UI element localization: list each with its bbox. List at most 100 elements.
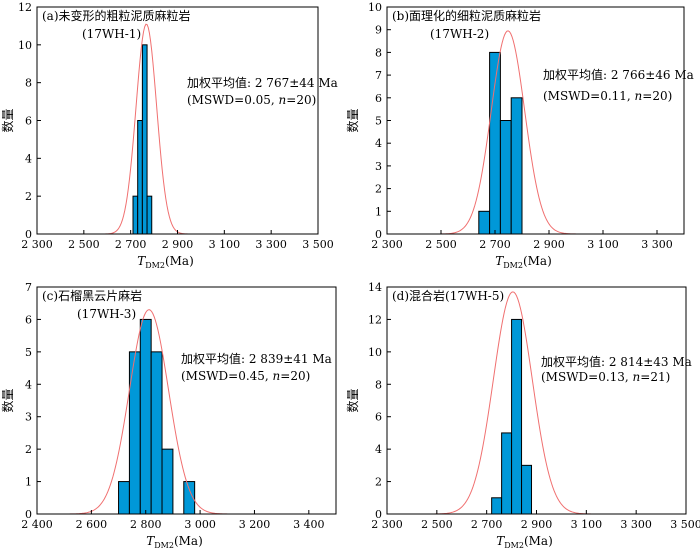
y-tick-label: 8 [375, 378, 382, 391]
panel-b: 0 1 2 3 4 5 6 7 8 9 10 2 300 2 500 2 700 2 900 3 100 3 3… [345, 1, 694, 270]
x-tick-label: 2 700 [471, 518, 503, 531]
x-tick-label: 2 500 [68, 238, 100, 251]
x-tick-label: 2 300 [371, 238, 403, 251]
x-tick-label: 3 300 [620, 518, 652, 531]
y-axis-label: 数量 [345, 388, 360, 412]
panel-title: (a)未变形的粗粒泥质麻粒岩 [42, 8, 191, 23]
x-axis-label: TDM2(Ma) [146, 534, 203, 550]
y-tick-label: 8 [25, 77, 32, 90]
y-tick-label: 3 [25, 411, 32, 424]
y-tick-label: 10 [368, 346, 382, 359]
histogram-bar [150, 351, 163, 515]
weighted-mean-label: 加权平均值: 2 839±41 Ma [181, 351, 332, 366]
weighted-mean-label: 加权平均值: 2 766±46 Ma [543, 67, 694, 82]
histogram-bar [511, 318, 523, 515]
x-tick-label: 2 600 [76, 518, 108, 531]
x-tick-label: 2 300 [371, 518, 403, 531]
x-tick-label: 3 100 [571, 518, 603, 531]
histogram-bar [491, 497, 503, 515]
y-tick-label: 6 [25, 115, 32, 128]
x-tick-label: 3 500 [670, 518, 700, 531]
y-tick-label: 4 [375, 137, 382, 150]
histogram-bar [478, 210, 491, 235]
y-tick-label: 1 [375, 205, 382, 218]
y-tick-label: 12 [368, 313, 382, 326]
y-tick-label: 2 [375, 476, 382, 489]
y-tick-label: 5 [375, 115, 382, 128]
histogram-bar [118, 481, 130, 515]
y-tick-label: 1 [25, 476, 32, 489]
x-tick-label: 2 400 [21, 518, 53, 531]
histogram-bar [501, 432, 513, 515]
y-axis-label: 数量 [0, 108, 15, 132]
histogram-bar [146, 195, 153, 235]
y-tick-label: 8 [375, 46, 382, 59]
x-tick-label: 2 500 [425, 238, 457, 251]
panel-title: (b)面理化的细粒泥质麻粒岩 [392, 8, 541, 23]
y-tick-label: 0 [375, 508, 382, 521]
weighted-mean-label: 加权平均值: 2 814±43 Ma [541, 354, 692, 369]
mswd-label: (MSWD=0.45, n=20) [181, 369, 310, 383]
x-tick-label: 2 900 [533, 238, 565, 251]
y-axis-label: 数量 [345, 108, 360, 132]
x-tick-label: 3 200 [239, 518, 271, 531]
y-tick-label: 2 [25, 190, 32, 203]
y-tick-label: 4 [375, 443, 382, 456]
x-tick-label: 3 300 [255, 238, 287, 251]
y-tick-label: 14 [368, 281, 382, 294]
x-tick-label: 3 100 [587, 238, 619, 251]
y-tick-label: 3 [375, 160, 382, 173]
x-tick-label: 3 300 [641, 238, 673, 251]
y-tick-label: 4 [25, 378, 32, 391]
x-tick-label: 3 000 [184, 518, 216, 531]
y-tick-label: 9 [375, 24, 382, 37]
probability-curve [387, 30, 684, 235]
y-tick-label: 7 [375, 69, 382, 82]
plot-frame [386, 286, 687, 515]
x-axis-label: TDM2(Ma) [137, 254, 194, 270]
x-tick-label: 3 500 [302, 238, 334, 251]
panel-title: (d)混合岩(17WH-5) [392, 288, 504, 303]
y-tick-label: 2 [375, 183, 382, 196]
panel-a: 0 2 4 6 8 10 12 2 300 2 500 2 700 2 900 3 100 3 300 3… [0, 1, 338, 270]
weighted-mean-label: 加权平均值: 2 767±44 Ma [187, 75, 338, 90]
x-tick-label: 2 500 [421, 518, 453, 531]
x-tick-label: 2 700 [479, 238, 511, 251]
histogram-bar [137, 120, 143, 235]
y-tick-label: 7 [25, 281, 32, 294]
y-tick-label: 10 [18, 39, 32, 52]
x-tick-label: 2 900 [162, 238, 194, 251]
panel-c: 0 1 2 3 4 5 6 7 2 400 2 600 2 800 3 000 3 200 3 400 数量… [0, 281, 337, 550]
mswd-label: (MSWD=0.13, n=21) [541, 370, 670, 384]
y-tick-label: 6 [375, 92, 382, 105]
y-tick-label: 5 [25, 346, 32, 359]
y-tick-label: 6 [25, 313, 32, 326]
x-tick-label: 2 300 [21, 238, 53, 251]
sample-label: (17WH-2) [430, 27, 489, 41]
histogram-bar [132, 195, 139, 235]
plot-frame [36, 6, 319, 235]
panel-title: (c)石榴黑云片麻岩 [42, 288, 142, 303]
x-axis-label: TDM2(Ma) [495, 254, 552, 270]
plot-frame [386, 6, 685, 235]
y-tick-label: 0 [25, 228, 32, 241]
x-tick-label: 2 900 [521, 518, 553, 531]
mswd-label: (MSWD=0.05, n=20) [187, 93, 316, 107]
y-tick-label: 12 [18, 1, 32, 14]
histogram-bar [489, 51, 501, 235]
sample-label: (17WH-1) [82, 27, 141, 41]
x-axis-label: TDM2(Ma) [496, 534, 553, 550]
sample-label: (17WH-3) [77, 307, 136, 321]
y-tick-label: 6 [375, 411, 382, 424]
x-tick-label: 3 100 [209, 238, 241, 251]
panel-d: 0 2 4 6 8 10 12 14 2 300 2 500 2 700 2 900 3 100 3 30… [345, 281, 700, 550]
x-tick-label: 3 400 [293, 518, 325, 531]
plot-frame [36, 286, 337, 515]
histogram-bar [141, 44, 148, 235]
histogram-bar [521, 464, 533, 515]
x-tick-label: 2 700 [115, 238, 147, 251]
histogram-bar [128, 351, 141, 515]
probability-curve [387, 291, 686, 515]
histogram-bar [139, 318, 152, 515]
